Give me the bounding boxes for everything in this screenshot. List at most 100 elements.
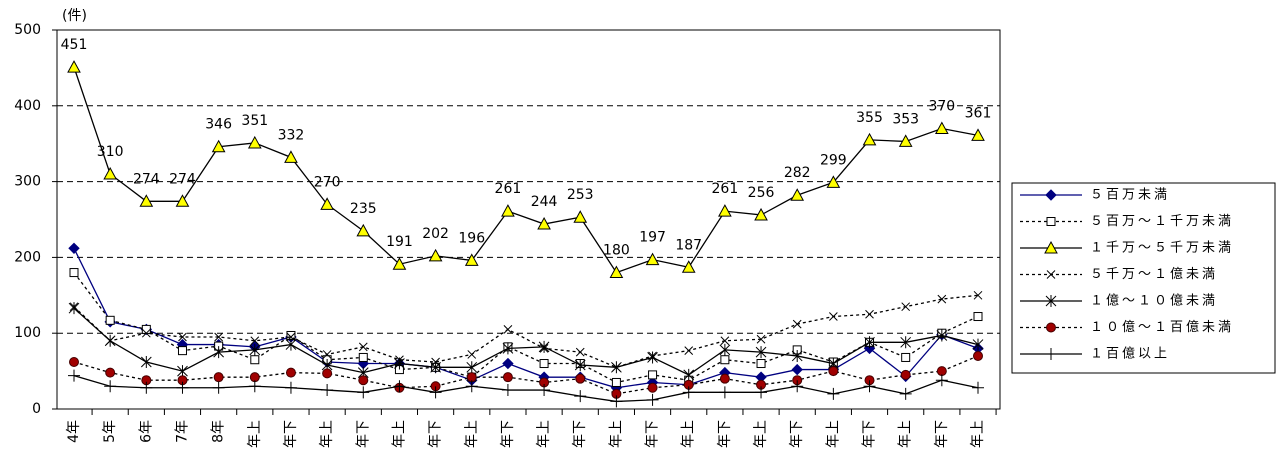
marker	[1045, 189, 1057, 201]
series-line	[73, 272, 979, 384]
data-label: 191	[386, 234, 413, 250]
marker	[898, 134, 913, 147]
marker	[178, 332, 187, 342]
marker	[826, 175, 841, 188]
marker	[719, 343, 731, 356]
marker	[105, 315, 115, 325]
x-tick-label: 年上	[825, 420, 841, 448]
x-tick-label: 年下	[934, 420, 950, 448]
marker	[358, 352, 368, 362]
marker	[394, 357, 405, 370]
data-label: 270	[314, 174, 341, 190]
series-line	[73, 294, 979, 369]
data-label: 299	[820, 152, 847, 168]
marker	[901, 302, 911, 312]
marker	[791, 380, 804, 393]
y-tick-label: 0	[32, 401, 41, 417]
marker	[465, 380, 478, 393]
marker	[538, 384, 551, 397]
data-label: 261	[712, 181, 739, 197]
marker	[937, 294, 947, 304]
marker	[212, 381, 225, 394]
marker	[790, 188, 805, 201]
marker	[213, 372, 224, 383]
marker	[177, 365, 188, 378]
marker	[647, 382, 658, 393]
marker	[1046, 322, 1056, 333]
marker	[973, 350, 983, 361]
x-tick-label: 年下	[572, 420, 588, 448]
data-label: 274	[169, 171, 196, 187]
marker	[720, 336, 730, 346]
marker	[105, 367, 116, 378]
x-tick-label: 年下	[355, 420, 371, 448]
marker	[575, 347, 585, 357]
marker	[467, 350, 477, 359]
data-label: 370	[928, 99, 955, 115]
marker	[248, 380, 261, 393]
marker	[503, 325, 513, 334]
marker	[901, 352, 911, 362]
data-label: 261	[495, 181, 522, 197]
data-label: 355	[856, 110, 883, 126]
plot-frame	[56, 29, 1001, 410]
data-label: 353	[892, 111, 919, 127]
legend-label: ５百万未満	[1090, 188, 1170, 203]
marker	[286, 332, 296, 342]
x-tick-label: 年上	[464, 420, 480, 448]
x-tick-label: 年下	[428, 420, 444, 448]
x-tick-label: 4年	[66, 420, 82, 443]
marker	[900, 369, 911, 380]
data-label: 235	[350, 201, 377, 217]
marker	[756, 334, 766, 344]
x-tick-label: 5年	[102, 420, 118, 443]
y-unit: (件)	[62, 8, 87, 24]
marker	[1046, 217, 1056, 226]
marker	[68, 369, 80, 382]
marker	[755, 346, 767, 359]
marker	[392, 257, 407, 270]
marker	[69, 268, 79, 278]
marker	[791, 363, 803, 376]
marker	[356, 223, 371, 237]
marker	[322, 350, 332, 359]
x-tick-label: 年上	[247, 420, 263, 448]
marker	[573, 210, 588, 223]
data-label: 310	[97, 144, 124, 160]
marker	[285, 338, 297, 351]
series-line	[73, 355, 979, 395]
y-tick-label: 500	[14, 22, 41, 38]
marker	[683, 368, 695, 381]
marker	[645, 252, 660, 266]
marker	[502, 342, 514, 355]
data-label: 332	[278, 127, 305, 143]
series-line	[73, 375, 979, 403]
x-tick-label: 年上	[391, 420, 407, 448]
series-line	[73, 307, 979, 376]
marker	[575, 373, 586, 384]
marker	[647, 351, 658, 364]
marker	[139, 194, 154, 207]
marker	[68, 302, 80, 315]
marker	[574, 390, 587, 403]
marker	[610, 395, 623, 408]
legend-label: １千万～５千万未満	[1090, 241, 1234, 256]
marker	[429, 386, 442, 399]
x-tick-label: 年下	[500, 420, 516, 448]
y-tick-label: 200	[14, 249, 41, 265]
marker	[141, 324, 151, 334]
marker	[791, 349, 803, 362]
marker	[250, 336, 260, 346]
data-label: 244	[531, 194, 558, 210]
marker	[104, 380, 117, 393]
x-tick-label: 6年	[138, 420, 154, 443]
marker	[67, 60, 81, 73]
marker	[284, 150, 298, 163]
marker	[140, 381, 153, 394]
marker	[718, 204, 732, 217]
y-tick-label: 300	[14, 174, 41, 190]
marker	[829, 312, 838, 321]
x-tick-label: 年下	[862, 420, 878, 448]
marker	[935, 374, 948, 387]
y-tick-label: 100	[14, 325, 41, 341]
